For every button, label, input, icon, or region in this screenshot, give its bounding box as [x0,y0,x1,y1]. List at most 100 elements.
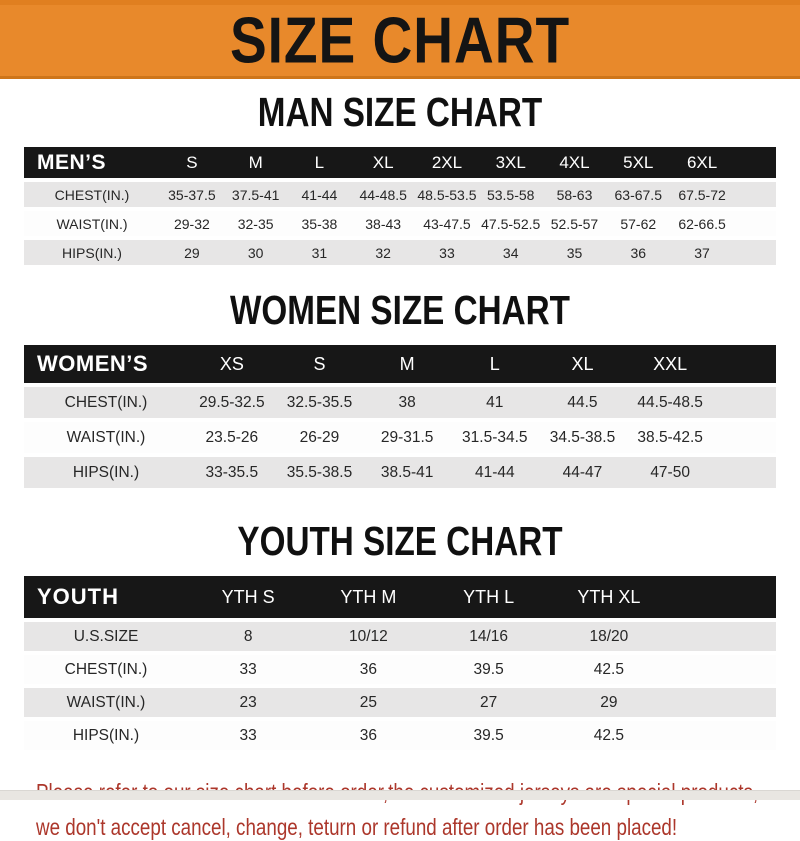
row-trail-cell [669,688,776,717]
row-label: U.S.SIZE [24,622,188,651]
row-trail-cell [734,211,776,236]
table-row: U.S.SIZE 8 10/12 14/16 18/20 [24,622,776,651]
measurement-cell: 33-35.5 [188,457,276,488]
measurement-cell: 43-47.5 [415,211,479,236]
measurement-cell: 33 [415,240,479,265]
measurement-cell: 23.5-26 [188,422,276,453]
measurement-cell: 29 [548,688,669,717]
measurement-cell: 8 [188,622,309,651]
measurement-cell: 38.5-42.5 [626,422,714,453]
row-label: HIPS(IN.) [24,721,188,750]
measurement-cell: 33 [188,655,309,684]
section-youth: YOUTH SIZE CHART YOUTH YTH S YTH M YTH L YTH … [0,519,800,754]
table-row: WAIST(IN.) 23 25 27 29 [24,688,776,717]
section-women: WOMEN SIZE CHART WOMEN’S XS S M L XL XXL CHEST(I… [0,288,800,492]
row-label: WAIST(IN.) [24,422,188,453]
size-header-cell: YTH M [308,576,429,618]
size-header-cell: 2XL [415,147,479,178]
size-header-cell: XS [188,345,276,383]
size-header-cell: YTH S [188,576,309,618]
table-header-row: MEN’S S M L XL 2XL 3XL 4XL 5XL 6XL [24,147,776,178]
size-header-cell: XXL [626,345,714,383]
row-trail-cell [714,387,776,418]
size-chart-sections: MAN SIZE CHART MEN’S S M L XL 2XL 3XL 4XL 5XL 6XL C… [0,89,800,754]
measurement-cell: 35-37.5 [160,182,224,207]
measurement-cell: 58-63 [542,182,607,207]
table-header-row: YOUTH YTH S YTH M YTH L YTH XL [24,576,776,618]
measurement-cell: 38.5-41 [363,457,451,488]
size-table-women: WOMEN’S XS S M L XL XXL CHEST(IN.) 29.5-32.5 32.5… [24,341,776,492]
size-header-cell: YTH L [428,576,549,618]
measurement-cell: 41 [450,387,539,418]
measurement-cell: 47.5-52.5 [478,211,543,236]
measurement-cell: 48.5-53.5 [415,182,479,207]
size-header-cell: 5XL [606,147,671,178]
measurement-cell: 26-29 [275,422,364,453]
measurement-cell: 38 [363,387,451,418]
measurement-cell: 23 [188,688,309,717]
measurement-cell: 33 [188,721,309,750]
table-row: CHEST(IN.) 33 36 39.5 42.5 [24,655,776,684]
table-row: WAIST(IN.) 23.5-26 26-29 29-31.5 31.5-34.5 34… [24,422,776,453]
measurement-cell: 41-44 [287,182,352,207]
size-header-cell: XL [538,345,627,383]
measurement-cell: 44.5-48.5 [626,387,714,418]
row-label: WAIST(IN.) [24,688,188,717]
row-label: HIPS(IN.) [24,457,188,488]
table-row: CHEST(IN.) 29.5-32.5 32.5-35.5 38 41 44.5 44.5… [24,387,776,418]
header-trail-cell [714,345,776,383]
size-header-cell: S [275,345,364,383]
size-table-youth: YOUTH YTH S YTH M YTH L YTH XL U.S.SIZE 8 10/12… [24,572,776,754]
measurement-cell: 30 [223,240,288,265]
measurement-cell: 42.5 [548,655,669,684]
section-title-man: MAN SIZE CHART [257,89,543,136]
banner: SIZE CHART [0,0,800,79]
row-label: WAIST(IN.) [24,211,160,236]
measurement-cell: 29-31.5 [363,422,451,453]
table-title-cell: WOMEN’S [24,345,188,383]
header-trail-cell [669,576,776,618]
row-trail-cell [669,622,776,651]
measurement-cell: 35-38 [287,211,352,236]
banner-title: SIZE CHART [229,4,571,77]
row-label: CHEST(IN.) [24,387,188,418]
header-trail-cell [734,147,776,178]
row-label: HIPS(IN.) [24,240,160,265]
measurement-cell: 31 [287,240,352,265]
measurement-cell: 18/20 [548,622,669,651]
measurement-cell: 63-67.5 [606,182,671,207]
size-header-cell: 4XL [542,147,607,178]
table-row: HIPS(IN.) 33 36 39.5 42.5 [24,721,776,750]
measurement-cell: 42.5 [548,721,669,750]
row-trail-cell [734,240,776,265]
table-row: HIPS(IN.) 33-35.5 35.5-38.5 38.5-41 41-44 44-… [24,457,776,488]
size-header-cell: M [223,147,288,178]
row-trail-cell [714,457,776,488]
bottom-strip [0,790,800,800]
size-header-cell: M [363,345,451,383]
measurement-cell: 44.5 [538,387,627,418]
measurement-cell: 29 [160,240,224,265]
measurement-cell: 57-62 [606,211,671,236]
measurement-cell: 14/16 [428,622,549,651]
measurement-cell: 38-43 [351,211,416,236]
measurement-cell: 36 [308,655,429,684]
measurement-cell: 32 [351,240,416,265]
row-trail-cell [734,182,776,207]
table-row: CHEST(IN.) 35-37.5 37.5-41 41-44 44-48.5 48.5… [24,182,776,207]
measurement-cell: 62-66.5 [670,211,734,236]
measurement-cell: 36 [308,721,429,750]
size-header-cell: L [450,345,539,383]
measurement-cell: 39.5 [428,721,549,750]
size-header-cell: 6XL [670,147,734,178]
size-header-cell: L [287,147,352,178]
measurement-cell: 53.5-58 [478,182,543,207]
size-table-man: MEN’S S M L XL 2XL 3XL 4XL 5XL 6XL CHEST(IN.) 35-37… [24,143,776,269]
table-row: HIPS(IN.) 29 30 31 32 33 34 35 36 37 [24,240,776,265]
measurement-cell: 36 [606,240,671,265]
measurement-cell: 41-44 [450,457,539,488]
measurement-cell: 52.5-57 [542,211,607,236]
size-header-cell: YTH XL [548,576,669,618]
row-trail-cell [669,721,776,750]
row-label: CHEST(IN.) [24,655,188,684]
